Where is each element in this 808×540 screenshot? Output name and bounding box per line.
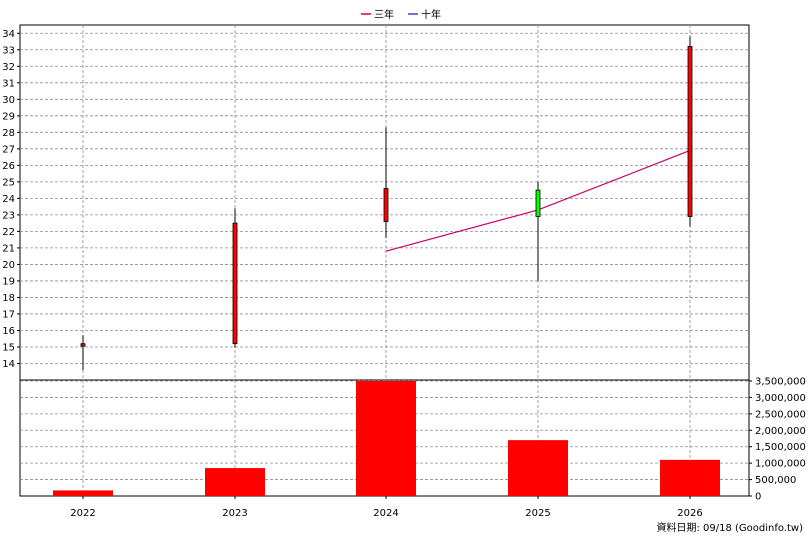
price-tick-label: 24	[2, 194, 15, 205]
x-tick-label: 2022	[70, 508, 95, 519]
legend: 三年 十年	[361, 8, 441, 21]
x-tick-label: 2026	[677, 508, 702, 519]
x-tick-label: 2024	[373, 508, 398, 519]
volume-tick-label: 3,500,000	[755, 377, 806, 388]
legend-ten-year-label: 十年	[421, 8, 441, 21]
volume-bar	[53, 490, 113, 496]
volume-bar	[356, 381, 416, 496]
price-tick-label: 25	[2, 177, 15, 188]
volume-axis: 0 500,000 1,000,000 1,500,000 2,000,000 2,500…	[749, 377, 806, 503]
price-tick-label: 26	[2, 161, 15, 172]
price-tick-label: 34	[2, 29, 15, 40]
x-tick-label: 2023	[222, 508, 247, 519]
price-tick-label: 30	[2, 95, 15, 106]
price-tick-label: 20	[2, 260, 15, 271]
candle-body	[535, 189, 541, 217]
volume-bar	[660, 459, 720, 496]
price-tick-label: 21	[2, 243, 15, 254]
candle-body	[383, 188, 389, 222]
price-tick-label: 15	[2, 342, 15, 353]
x-axis: 2022 2023 2024 2025 2026	[70, 496, 703, 519]
candle-body	[232, 222, 238, 345]
price-tick-label: 16	[2, 326, 15, 337]
price-tick-label: 31	[2, 78, 15, 89]
data-date-footer: 資料日期: 09/18 (Goodinfo.tw)	[656, 521, 803, 534]
price-tick-label: 32	[2, 62, 15, 73]
price-tick-label: 27	[2, 144, 15, 155]
volume-tick-label: 2,500,000	[755, 409, 806, 420]
price-tick-label: 29	[2, 111, 15, 122]
volume-tick-label: 1,000,000	[755, 459, 806, 470]
price-tick-label: 22	[2, 227, 15, 238]
volume-tick-label: 500,000	[755, 475, 796, 486]
candle-body	[687, 46, 693, 217]
price-tick-label: 28	[2, 128, 15, 139]
legend-three-year-label: 三年	[374, 8, 394, 21]
candles	[80, 36, 693, 371]
price-tick-label: 17	[2, 309, 15, 320]
candle-body	[80, 343, 86, 347]
price-tick-label: 19	[2, 276, 15, 287]
volume-bars	[53, 381, 720, 496]
grid	[20, 25, 749, 496]
volume-tick-label: 2,000,000	[755, 426, 806, 437]
price-tick-label: 14	[2, 359, 15, 370]
price-tick-label: 33	[2, 45, 15, 56]
volume-tick-label: 0	[755, 492, 761, 503]
volume-tick-label: 3,000,000	[755, 393, 806, 404]
x-tick-label: 2025	[525, 508, 550, 519]
price-axis: 14 15 16 17 18 19 20 21 22 23 24 25 26 27 28 29 30 31 32 33…	[2, 29, 20, 370]
volume-bar	[205, 468, 265, 496]
price-tick-label: 18	[2, 293, 15, 304]
volume-tick-label: 1,500,000	[755, 442, 806, 453]
price-tick-label: 23	[2, 210, 15, 221]
volume-bar	[508, 440, 568, 496]
